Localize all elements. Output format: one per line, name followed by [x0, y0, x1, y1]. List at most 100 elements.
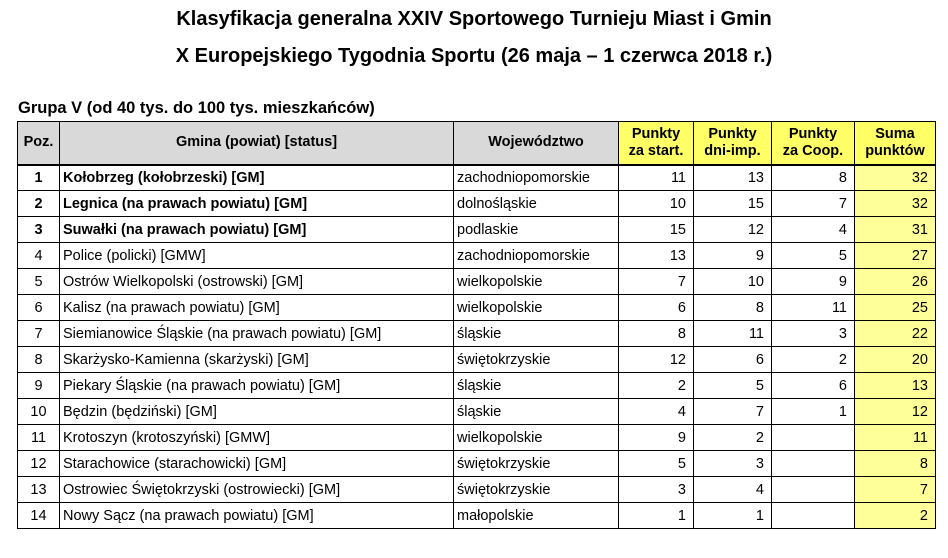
- cell-wojewodztwo: podlaskie: [453, 216, 619, 243]
- cell-points-days: 11: [693, 320, 772, 347]
- header-points-days-line1: Punkty: [708, 125, 757, 142]
- cell-points-coop: 9: [771, 268, 855, 295]
- cell-points-start: 1: [618, 502, 694, 529]
- cell-points-start: 8: [618, 320, 694, 347]
- cell-points-coop: [771, 476, 855, 503]
- cell-pos: 8: [17, 346, 60, 373]
- cell-gmina: Legnica (na prawach powiatu) [GM]: [59, 190, 454, 217]
- table-row: 11 Krotoszyn (krotoszyński) [GMW] wielko…: [17, 424, 936, 451]
- cell-points-days: 2: [693, 424, 772, 451]
- cell-sum: 32: [854, 190, 936, 217]
- cell-sum: 11: [854, 424, 936, 451]
- header-pos: Poz.: [17, 121, 60, 165]
- cell-sum: 12: [854, 398, 936, 425]
- cell-points-start: 12: [618, 346, 694, 373]
- cell-pos: 2: [17, 190, 60, 217]
- cell-points-days: 3: [693, 450, 772, 477]
- cell-wojewodztwo: dolnośląskie: [453, 190, 619, 217]
- cell-pos: 1: [17, 163, 60, 191]
- cell-points-days: 7: [693, 398, 772, 425]
- cell-points-coop: [771, 424, 855, 451]
- cell-wojewodztwo: śląskie: [453, 372, 619, 399]
- table-row: 8 Skarżysko-Kamienna (skarżyski) [GM] św…: [17, 346, 936, 373]
- cell-gmina: Skarżysko-Kamienna (skarżyski) [GM]: [59, 346, 454, 373]
- cell-pos: 14: [17, 502, 60, 529]
- title-line-1: Klasyfikacja generalna XXIV Sportowego T…: [176, 8, 772, 30]
- cell-wojewodztwo: wielkopolskie: [453, 424, 619, 451]
- header-points-coop-line1: Punkty: [788, 125, 838, 142]
- group-label: Grupa V (od 40 tys. do 100 tys. mieszkań…: [18, 99, 375, 117]
- table-row: 9 Piekary Śląskie (na prawach powiatu) […: [17, 372, 936, 399]
- cell-points-days: 10: [693, 268, 772, 295]
- cell-gmina: Ostrowiec Świętokrzyski (ostrowiecki) [G…: [59, 476, 454, 503]
- cell-points-start: 4: [618, 398, 694, 425]
- cell-pos: 4: [17, 242, 60, 269]
- table-row: 3 Suwałki (na prawach powiatu) [GM] podl…: [17, 216, 936, 243]
- cell-points-start: 3: [618, 476, 694, 503]
- cell-sum: 2: [854, 502, 936, 529]
- cell-points-start: 7: [618, 268, 694, 295]
- cell-points-coop: 1: [771, 398, 855, 425]
- title-line-2: X Europejskiego Tygodnia Sportu (26 maja…: [175, 45, 773, 67]
- cell-gmina: Starachowice (starachowicki) [GM]: [59, 450, 454, 477]
- header-sum-line1: Suma: [875, 125, 915, 142]
- header-wojewodztwo: Województwo: [453, 121, 619, 165]
- header-points-start: Punkty za start.: [618, 121, 694, 165]
- cell-points-days: 12: [693, 216, 772, 243]
- cell-wojewodztwo: świętokrzyskie: [453, 476, 619, 503]
- table-row: 10 Będzin (będziński) [GM] śląskie 4 7 1…: [17, 398, 936, 425]
- cell-points-days: 13: [693, 163, 772, 191]
- table-row: 13 Ostrowiec Świętokrzyski (ostrowiecki)…: [17, 476, 936, 503]
- cell-sum: 22: [854, 320, 936, 347]
- cell-points-coop: 3: [771, 320, 855, 347]
- cell-wojewodztwo: śląskie: [453, 320, 619, 347]
- cell-points-start: 11: [618, 163, 694, 191]
- cell-sum: 7: [854, 476, 936, 503]
- cell-wojewodztwo: zachodniopomorskie: [453, 242, 619, 269]
- header-gmina: Gmina (powiat) [status]: [59, 121, 454, 165]
- cell-pos: 9: [17, 372, 60, 399]
- cell-gmina: Piekary Śląskie (na prawach powiatu) [GM…: [59, 372, 454, 399]
- header-sum: Suma punktów: [854, 121, 936, 165]
- cell-points-coop: 11: [771, 294, 855, 321]
- cell-points-coop: 8: [771, 163, 855, 191]
- cell-sum: 27: [854, 242, 936, 269]
- cell-points-coop: 6: [771, 372, 855, 399]
- cell-sum: 32: [854, 163, 936, 191]
- cell-points-coop: [771, 502, 855, 529]
- table-row: 4 Police (policki) [GMW] zachodniopomors…: [17, 242, 936, 269]
- table-row: 12 Starachowice (starachowicki) [GM] świ…: [17, 450, 936, 477]
- cell-points-coop: [771, 450, 855, 477]
- cell-points-days: 9: [693, 242, 772, 269]
- cell-points-days: 6: [693, 346, 772, 373]
- cell-sum: 31: [854, 216, 936, 243]
- cell-gmina: Będzin (będziński) [GM]: [59, 398, 454, 425]
- cell-pos: 6: [17, 294, 60, 321]
- cell-pos: 13: [17, 476, 60, 503]
- cell-wojewodztwo: świętokrzyskie: [453, 346, 619, 373]
- cell-pos: 10: [17, 398, 60, 425]
- header-points-coop-line2: za Coop.: [782, 142, 844, 159]
- cell-gmina: Nowy Sącz (na prawach powiatu) [GM]: [59, 502, 454, 529]
- cell-wojewodztwo: zachodniopomorskie: [453, 163, 619, 191]
- cell-pos: 5: [17, 268, 60, 295]
- header-points-start-line2: za start.: [628, 142, 684, 159]
- table-row: 14 Nowy Sącz (na prawach powiatu) [GM] m…: [17, 502, 936, 529]
- cell-gmina: Ostrów Wielkopolski (ostrowski) [GM]: [59, 268, 454, 295]
- cell-pos: 12: [17, 450, 60, 477]
- table-row: 2 Legnica (na prawach powiatu) [GM] doln…: [17, 190, 936, 217]
- cell-sum: 25: [854, 294, 936, 321]
- cell-pos: 11: [17, 424, 60, 451]
- cell-points-days: 8: [693, 294, 772, 321]
- table-row: 7 Siemianowice Śląskie (na prawach powia…: [17, 320, 936, 347]
- cell-gmina: Kołobrzeg (kołobrzeski) [GM]: [59, 163, 454, 191]
- table-row: 5 Ostrów Wielkopolski (ostrowski) [GM] w…: [17, 268, 936, 295]
- header-points-start-line1: Punkty: [631, 125, 681, 142]
- cell-points-days: 4: [693, 476, 772, 503]
- cell-points-coop: 5: [771, 242, 855, 269]
- cell-gmina: Kalisz (na prawach powiatu) [GM]: [59, 294, 454, 321]
- cell-points-start: 13: [618, 242, 694, 269]
- cell-points-start: 6: [618, 294, 694, 321]
- cell-gmina: Krotoszyn (krotoszyński) [GMW]: [59, 424, 454, 451]
- cell-pos: 7: [17, 320, 60, 347]
